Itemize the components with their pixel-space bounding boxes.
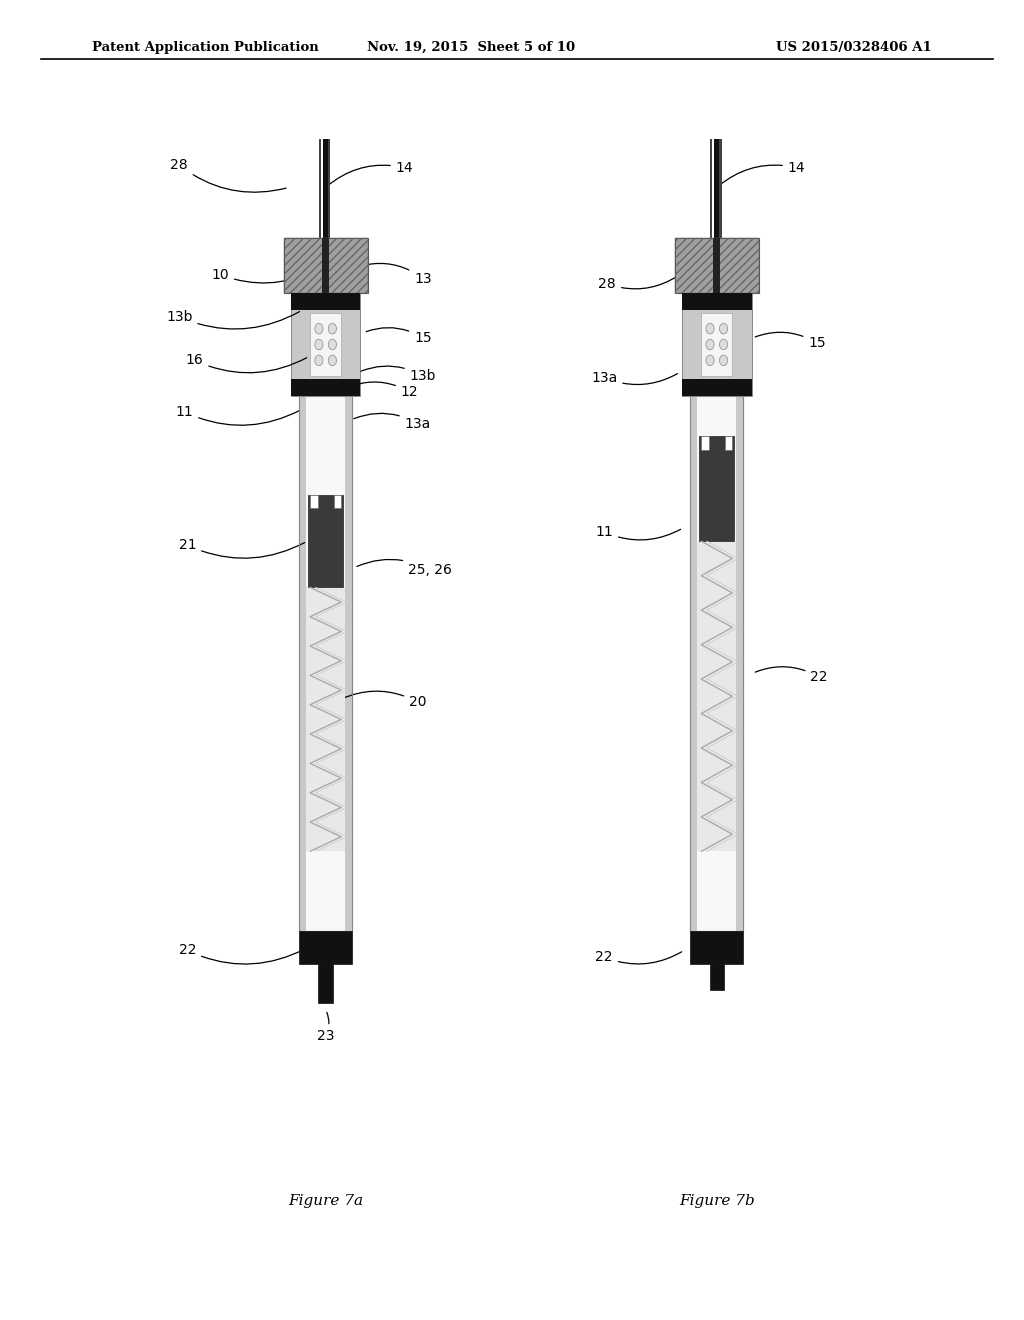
Text: 13b: 13b: [166, 310, 300, 329]
Circle shape: [706, 323, 714, 334]
Text: 20: 20: [342, 692, 427, 709]
Bar: [299, 931, 352, 964]
Text: 13a: 13a: [591, 371, 678, 384]
Bar: [323, 139, 329, 238]
Bar: [690, 396, 743, 931]
Bar: [675, 238, 759, 293]
Text: 23: 23: [316, 1012, 335, 1043]
Bar: [697, 541, 736, 851]
Text: 13b: 13b: [361, 366, 436, 383]
Circle shape: [706, 355, 714, 366]
Circle shape: [314, 323, 323, 334]
Text: 13a: 13a: [354, 413, 431, 430]
Bar: [306, 396, 345, 931]
Text: Nov. 19, 2015  Sheet 5 of 10: Nov. 19, 2015 Sheet 5 of 10: [367, 41, 575, 54]
Bar: [714, 139, 720, 238]
Bar: [675, 238, 759, 293]
Text: 22: 22: [595, 950, 682, 964]
Bar: [690, 931, 743, 964]
Bar: [697, 396, 736, 931]
Circle shape: [329, 339, 337, 350]
Bar: [682, 379, 752, 396]
Bar: [299, 396, 306, 931]
Text: 15: 15: [756, 333, 826, 350]
Bar: [713, 238, 721, 293]
Circle shape: [314, 339, 323, 350]
Bar: [310, 495, 317, 508]
Text: 22: 22: [756, 667, 828, 684]
Bar: [682, 293, 752, 396]
Bar: [329, 139, 331, 238]
Text: 14: 14: [328, 161, 414, 186]
Bar: [299, 396, 352, 931]
Text: 14: 14: [719, 161, 806, 186]
Text: Figure 7a: Figure 7a: [288, 1195, 364, 1208]
Text: Patent Application Publication: Patent Application Publication: [92, 41, 318, 54]
Text: 16: 16: [185, 354, 307, 372]
Bar: [701, 436, 709, 450]
Bar: [306, 587, 345, 851]
Text: US 2015/0328406 A1: US 2015/0328406 A1: [776, 41, 932, 54]
Bar: [701, 313, 732, 376]
Bar: [720, 139, 722, 238]
Bar: [310, 313, 341, 376]
Circle shape: [314, 355, 323, 366]
Circle shape: [329, 323, 337, 334]
Bar: [284, 238, 368, 293]
Circle shape: [720, 339, 728, 350]
Bar: [736, 396, 743, 931]
Bar: [334, 495, 341, 508]
Circle shape: [329, 355, 337, 366]
Text: 13: 13: [361, 264, 432, 285]
Text: 11: 11: [595, 525, 681, 540]
Bar: [319, 139, 322, 238]
Text: 12: 12: [349, 381, 419, 399]
Bar: [690, 396, 697, 931]
Text: 28: 28: [598, 276, 678, 290]
Bar: [291, 293, 360, 396]
Bar: [725, 436, 732, 450]
Bar: [690, 396, 743, 931]
Bar: [318, 964, 333, 1003]
Text: 11: 11: [175, 405, 300, 425]
Circle shape: [720, 355, 728, 366]
Circle shape: [720, 323, 728, 334]
Text: 15: 15: [367, 327, 432, 345]
Bar: [682, 293, 752, 310]
Circle shape: [706, 339, 714, 350]
Bar: [711, 139, 713, 238]
Bar: [284, 238, 368, 293]
Bar: [710, 964, 724, 990]
Bar: [291, 379, 360, 396]
Text: Figure 7b: Figure 7b: [679, 1195, 755, 1208]
Bar: [322, 238, 330, 293]
Bar: [699, 436, 734, 541]
Text: 10: 10: [211, 265, 324, 282]
Bar: [308, 495, 343, 587]
Text: 21: 21: [178, 539, 305, 558]
Text: 22: 22: [178, 944, 305, 964]
Bar: [345, 396, 352, 931]
Bar: [299, 396, 352, 931]
Text: 25, 26: 25, 26: [356, 560, 452, 577]
Text: 28: 28: [170, 158, 286, 193]
Bar: [291, 293, 360, 310]
